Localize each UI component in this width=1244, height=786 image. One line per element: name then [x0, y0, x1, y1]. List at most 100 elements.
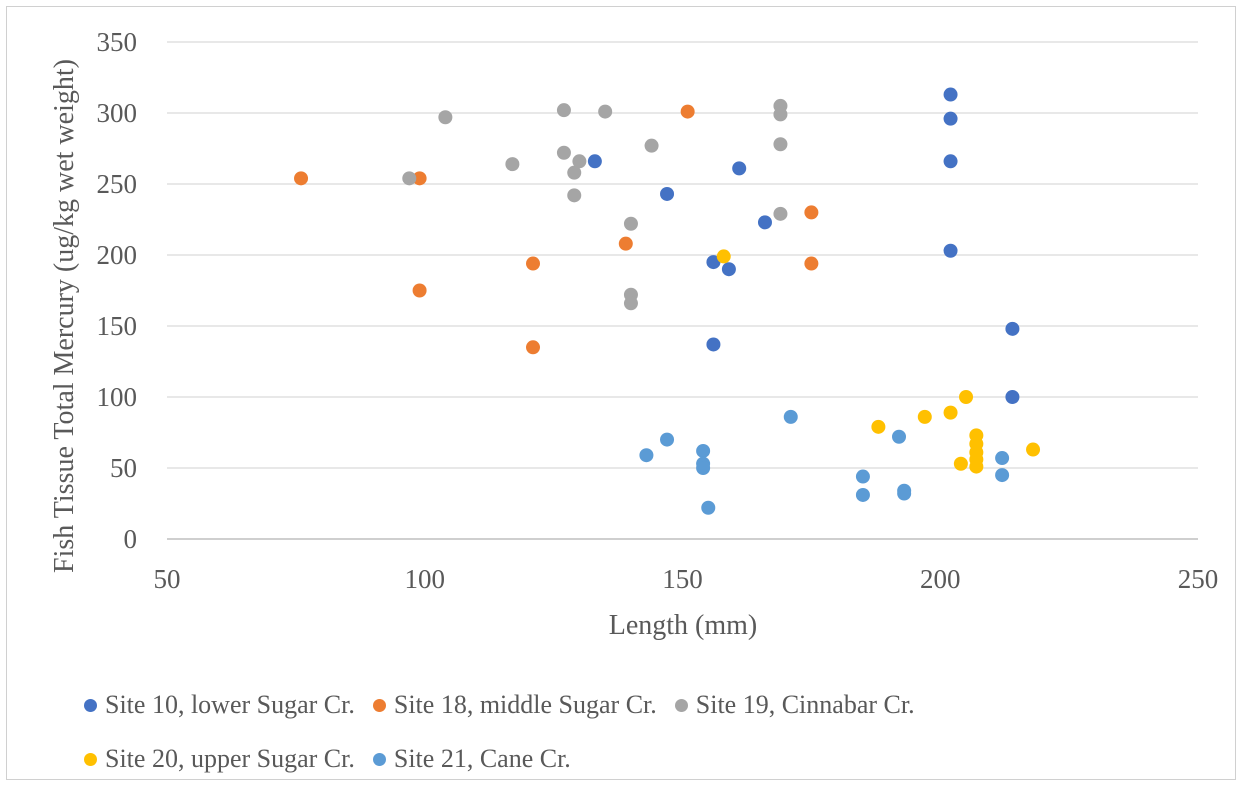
- y-tick-label: 250: [97, 169, 138, 199]
- data-point: [995, 451, 1010, 466]
- data-point: [696, 443, 711, 458]
- data-point: [757, 215, 772, 230]
- data-point: [943, 405, 958, 420]
- y-tick-label: 200: [97, 240, 138, 270]
- data-point: [660, 432, 675, 447]
- data-point: [618, 236, 633, 251]
- legend-item-site-19: Site 19, Cinnabar Cr.: [674, 690, 915, 720]
- legend-marker-site-21: [372, 752, 386, 766]
- data-point: [706, 337, 721, 352]
- y-tick-label: 0: [124, 524, 138, 554]
- x-axis-title: Length (mm): [609, 610, 758, 641]
- data-point: [587, 154, 602, 169]
- data-point: [773, 137, 788, 152]
- data-point: [660, 186, 675, 201]
- legend-item-site-10: Site 10, lower Sugar Cr.: [84, 690, 355, 720]
- data-point: [943, 154, 958, 169]
- data-point: [639, 448, 654, 463]
- data-point: [556, 145, 571, 160]
- legend-row-2: Site 20, upper Sugar Cr. Site 21, Cane C…: [84, 732, 1184, 786]
- data-point: [773, 206, 788, 221]
- data-point: [855, 469, 870, 484]
- data-point: [804, 205, 819, 220]
- legend-label-site-19: Site 19, Cinnabar Cr.: [695, 690, 915, 719]
- y-tick-label: 300: [97, 98, 138, 128]
- legend-row-1: Site 10, lower Sugar Cr. Site 18, middle…: [84, 678, 1184, 732]
- legend-marker-site-18: [372, 698, 386, 712]
- data-point: [897, 486, 912, 501]
- y-axis-title: Fish Tissue Total Mercury (ug/kg wet wei…: [49, 59, 80, 573]
- data-point: [696, 461, 711, 475]
- data-point: [1005, 390, 1020, 404]
- series-1: [294, 104, 819, 355]
- data-point: [526, 340, 541, 355]
- data-point: [623, 296, 638, 311]
- y-tick-label: 50: [110, 453, 137, 483]
- x-tick-label: 50: [154, 564, 181, 594]
- data-point: [402, 171, 417, 186]
- data-point: [294, 171, 309, 186]
- x-tick-label: 150: [662, 564, 703, 594]
- data-point: [855, 487, 870, 502]
- data-point: [721, 262, 736, 277]
- legend-marker-site-10: [84, 698, 97, 712]
- series-4: [639, 409, 1010, 515]
- data-point: [943, 87, 958, 102]
- data-point: [623, 216, 638, 231]
- legend-marker-site-20: [84, 752, 97, 766]
- data-point: [438, 110, 453, 125]
- x-tick-label: 100: [405, 564, 446, 594]
- series-0: [587, 87, 1020, 404]
- data-point: [804, 256, 819, 271]
- gridlines: [167, 41, 1198, 469]
- data-point: [716, 249, 731, 264]
- legend-item-site-20: Site 20, upper Sugar Cr.: [84, 744, 355, 774]
- series-3: [716, 249, 1041, 474]
- y-tick-label: 350: [97, 27, 138, 57]
- data-point: [953, 456, 968, 471]
- data-point: [917, 409, 932, 424]
- y-tick-label: 150: [97, 311, 138, 341]
- data-point: [644, 138, 659, 153]
- legend-label-site-21: Site 21, Cane Cr.: [393, 744, 571, 773]
- x-tick-label: 250: [1178, 564, 1219, 594]
- data-point: [995, 468, 1010, 483]
- data-point: [892, 429, 907, 444]
- data-point: [943, 243, 958, 258]
- data-point: [732, 161, 747, 176]
- legend-label-site-18: Site 18, middle Sugar Cr.: [393, 690, 657, 719]
- legend-item-site-18: Site 18, middle Sugar Cr.: [372, 690, 657, 720]
- y-tick-label: 100: [97, 382, 138, 412]
- x-axis-ticks: 50 100 150 200 250: [154, 564, 1219, 594]
- legend-item-site-21: Site 21, Cane Cr.: [372, 744, 571, 774]
- data-point: [412, 171, 427, 186]
- chart-frame: [6, 6, 1236, 780]
- data-point: [1026, 442, 1041, 457]
- data-point: [526, 256, 541, 271]
- legend-marker-site-19: [674, 698, 688, 712]
- legend: Site 10, lower Sugar Cr. Site 18, middle…: [84, 678, 1184, 786]
- data-point: [412, 283, 427, 298]
- data-point: [959, 390, 974, 404]
- legend-label-site-20: Site 20, upper Sugar Cr.: [105, 744, 355, 773]
- data-point: [598, 104, 613, 119]
- data-point: [572, 154, 587, 169]
- data-point: [567, 188, 582, 203]
- data-points: [294, 87, 1041, 515]
- data-point: [773, 107, 788, 122]
- x-tick-label: 200: [920, 564, 961, 594]
- data-point: [783, 409, 798, 424]
- data-point: [680, 104, 695, 119]
- y-axis-ticks: 0 50 100 150 200 250 300 350: [97, 27, 138, 554]
- data-point: [969, 459, 984, 474]
- data-point: [556, 103, 571, 118]
- data-point: [567, 165, 582, 180]
- data-point: [943, 111, 958, 126]
- data-point: [1005, 321, 1020, 336]
- series-2: [402, 98, 788, 311]
- data-point: [505, 157, 520, 172]
- data-point: [871, 419, 886, 434]
- data-point: [701, 500, 716, 515]
- legend-label-site-10: Site 10, lower Sugar Cr.: [105, 690, 355, 719]
